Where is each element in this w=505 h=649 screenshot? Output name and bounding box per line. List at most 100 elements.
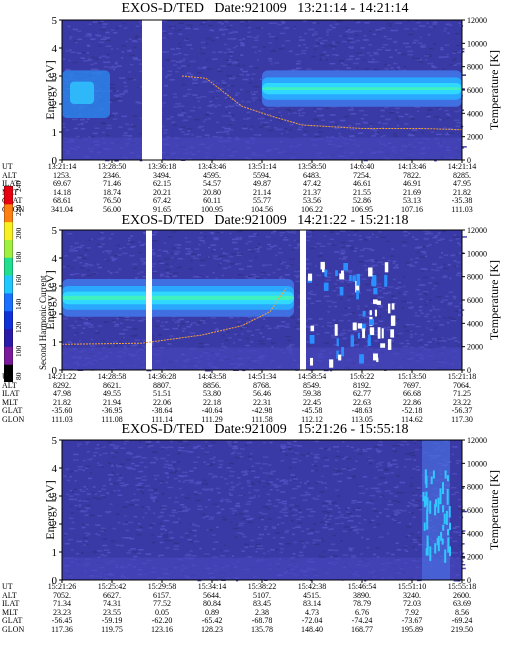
noise-cell — [141, 479, 147, 481]
noise-cell — [359, 110, 365, 112]
noise-cell — [136, 499, 140, 501]
noise-cell — [230, 118, 235, 120]
noise-cell — [225, 111, 228, 113]
noise-cell — [329, 62, 336, 65]
noise-cell — [118, 477, 123, 479]
noise-cell — [119, 333, 126, 335]
noise-cell — [72, 327, 77, 329]
noise-cell — [234, 513, 238, 516]
noise-cell — [66, 493, 69, 496]
noise-cell — [407, 458, 412, 460]
noise-cell — [377, 483, 382, 485]
noise-cell — [247, 316, 252, 318]
noise-cell — [414, 333, 417, 335]
noise-cell — [132, 245, 136, 248]
noise-cell — [182, 95, 188, 97]
noise-cell — [280, 522, 285, 524]
noise-cell — [291, 514, 298, 516]
noise-cell — [407, 133, 413, 136]
noise-cell — [176, 319, 181, 322]
noise-cell — [248, 65, 253, 68]
noise-cell — [397, 67, 400, 69]
noise-cell — [192, 524, 198, 526]
noise-cell — [101, 446, 106, 448]
noise-cell — [186, 128, 193, 130]
noise-cell — [262, 463, 268, 465]
noise-cell — [322, 51, 327, 53]
noise-cell — [260, 272, 266, 274]
noise-cell — [415, 488, 420, 491]
noise-cell — [412, 492, 415, 494]
noise-cell — [97, 515, 103, 517]
noise-cell — [92, 492, 97, 494]
noise-cell — [161, 505, 168, 507]
noise-cell — [105, 39, 111, 42]
noise-cell — [194, 78, 198, 80]
noise-cell — [165, 272, 169, 274]
patch-cell — [338, 354, 342, 361]
noise-cell — [297, 318, 302, 321]
noise-cell — [152, 451, 158, 453]
noise-cell — [162, 37, 167, 39]
noise-cell — [355, 460, 358, 462]
noise-cell — [273, 22, 278, 24]
noise-cell — [258, 511, 263, 514]
noise-cell — [211, 30, 215, 32]
noise-cell — [296, 485, 301, 488]
noise-cell — [96, 444, 100, 446]
noise-cell — [147, 441, 152, 443]
noise-cell — [239, 73, 245, 76]
noise-cell — [235, 502, 240, 505]
noise-cell — [336, 470, 340, 472]
noise-cell — [83, 544, 87, 546]
noise-cell — [455, 526, 460, 528]
burst-cell — [423, 522, 426, 531]
noise-cell — [294, 326, 297, 328]
y2-axis-label: Temperature [K] — [487, 470, 501, 550]
noise-cell — [172, 509, 177, 512]
noise-cell — [82, 257, 87, 260]
noise-cell — [406, 301, 413, 304]
noise-cell — [189, 110, 195, 112]
noise-cell — [251, 73, 256, 75]
noise-cell — [429, 329, 433, 331]
noise-cell — [375, 448, 378, 450]
noise-cell — [195, 483, 201, 485]
noise-cell — [377, 286, 382, 288]
burst-cell — [424, 469, 427, 484]
noise-cell — [372, 33, 376, 36]
noise-cell — [373, 510, 378, 512]
noise-cell — [394, 495, 398, 497]
noise-cell — [80, 317, 86, 320]
noise-cell — [208, 246, 211, 249]
colorbar-segment — [4, 292, 13, 312]
noise-cell — [302, 112, 306, 114]
noise-cell — [459, 125, 464, 128]
noise-cell — [126, 552, 131, 554]
noise-cell — [125, 316, 130, 318]
noise-cell — [202, 80, 208, 83]
noise-cell — [453, 234, 456, 236]
noise-cell — [73, 247, 76, 249]
patch-cell — [362, 328, 366, 338]
noise-cell — [370, 124, 373, 127]
noise-cell — [236, 579, 239, 582]
noise-cell — [122, 337, 126, 339]
noise-cell — [432, 23, 438, 25]
noise-cell — [347, 313, 353, 315]
noise-cell — [126, 452, 129, 454]
noise-cell — [449, 64, 454, 66]
noise-cell — [212, 255, 218, 257]
noise-cell — [312, 542, 316, 544]
noise-cell — [169, 335, 174, 337]
noise-cell — [85, 35, 91, 37]
noise-cell — [235, 94, 238, 96]
noise-cell — [440, 46, 444, 49]
noise-cell — [383, 44, 388, 46]
noise-cell — [125, 529, 130, 532]
noise-cell — [279, 325, 285, 327]
noise-cell — [69, 324, 75, 327]
noise-cell — [211, 233, 214, 235]
noise-cell — [341, 468, 347, 470]
noise-cell — [306, 267, 309, 270]
